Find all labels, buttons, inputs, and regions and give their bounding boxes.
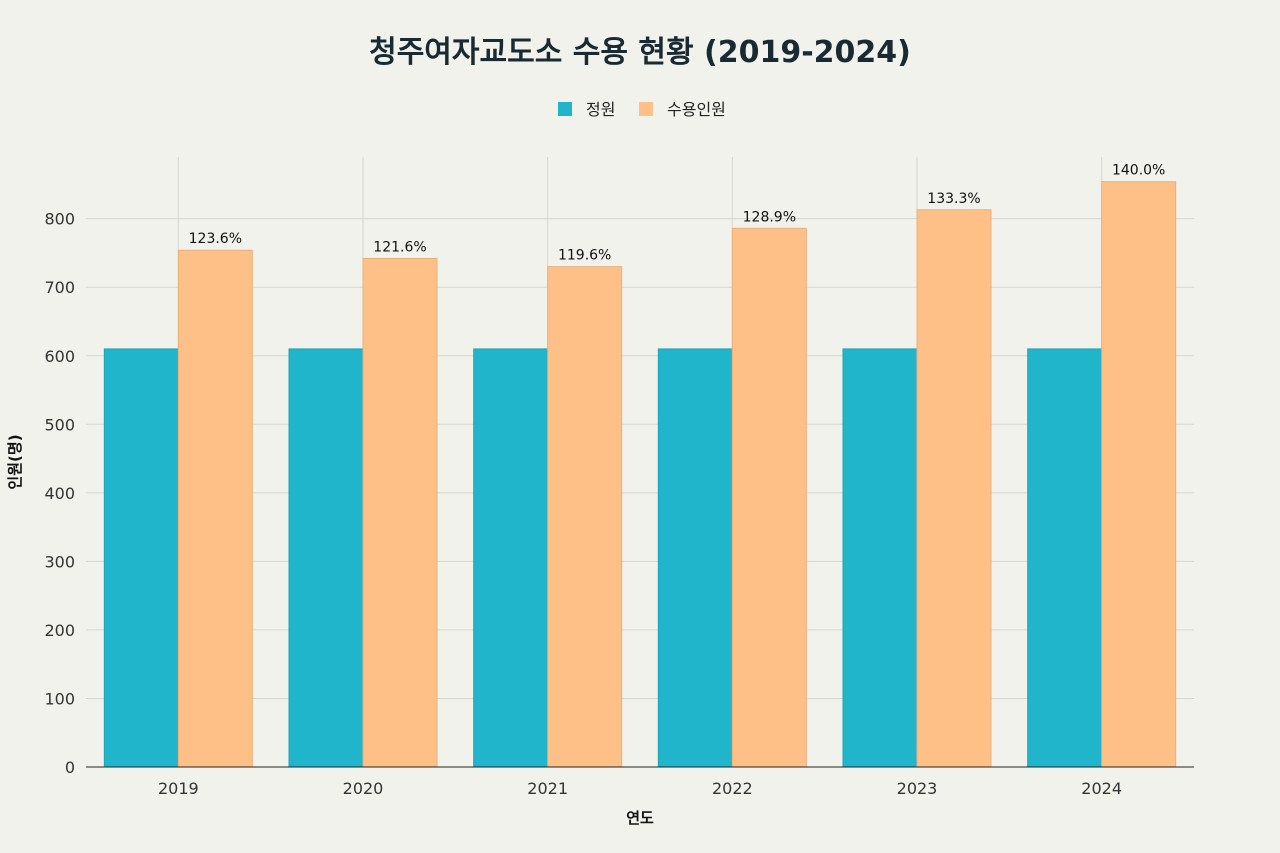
legend-label-inmates[interactable]: 수용인원 (667, 100, 726, 119)
legend-label-capacity[interactable]: 정원 (586, 100, 615, 119)
y-axis-ticks: 0 100 200 300 400 500 600 700 800 (44, 210, 75, 777)
y-tick-label: 800 (44, 210, 75, 229)
x-tick-label: 2020 (343, 779, 384, 798)
bar-data-label: 121.6% (373, 239, 426, 255)
y-tick-label: 700 (44, 278, 75, 297)
x-tick-label: 2022 (712, 779, 753, 798)
data-labels: 123.6% 121.6% 119.6% 128.9% 133.3% 140.0% (189, 163, 1166, 264)
x-tick-label: 2021 (527, 779, 568, 798)
y-tick-label: 500 (44, 415, 75, 434)
bar-inmates[interactable] (547, 266, 623, 768)
bar-inmates[interactable] (177, 249, 253, 768)
x-axis-title: 연도 (626, 809, 654, 827)
bar-data-label: 123.6% (189, 231, 242, 247)
bar-data-label: 133.3% (927, 191, 980, 207)
y-tick-label: 0 (65, 758, 75, 777)
bar-inmates[interactable] (362, 257, 438, 768)
legend-swatch-capacity (558, 102, 572, 116)
y-axis-title: 인원(명) (6, 434, 24, 489)
bar-capacity[interactable] (103, 348, 179, 768)
legend: 정원 수용인원 (558, 100, 726, 119)
y-tick-label: 100 (44, 689, 75, 708)
x-tick-label: 2024 (1081, 779, 1122, 798)
bar-data-label: 128.9% (743, 209, 796, 225)
bar-inmates[interactable] (731, 227, 807, 768)
bar-inmates[interactable] (1101, 181, 1177, 768)
bars (103, 181, 1177, 768)
bar-inmates[interactable] (916, 209, 992, 768)
x-tick-label: 2023 (897, 779, 938, 798)
bar-capacity[interactable] (1027, 348, 1103, 768)
bar-capacity[interactable] (842, 348, 918, 768)
y-tick-label: 400 (44, 484, 75, 503)
x-tick-label: 2019 (158, 779, 199, 798)
bar-capacity[interactable] (657, 348, 733, 768)
x-axis-ticks: 2019 2020 2021 2022 2023 2024 (158, 779, 1122, 798)
legend-swatch-inmates (639, 102, 653, 116)
bar-capacity[interactable] (288, 348, 364, 768)
chart-title: 청주여자교도소 수용 현황 (2019-2024) (369, 35, 911, 70)
bar-data-label: 140.0% (1112, 163, 1165, 179)
y-tick-label: 300 (44, 552, 75, 571)
y-tick-label: 200 (44, 621, 75, 640)
y-tick-label: 600 (44, 347, 75, 366)
bar-capacity[interactable] (473, 348, 549, 768)
bar-data-label: 119.6% (558, 248, 611, 264)
